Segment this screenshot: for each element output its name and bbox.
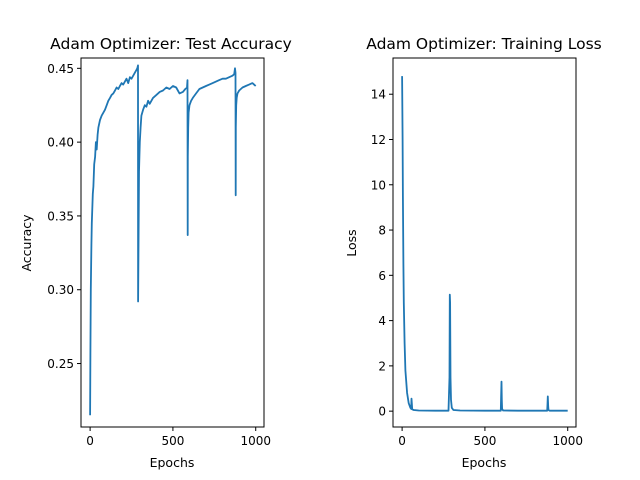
y-tick-label: 0 [378,405,386,419]
tick-group: 0 500 1000 0 2 4 6 8 10 12 14 [371,88,583,448]
x-axis-label: Epochs [462,455,507,470]
y-tick-label: 0.25 [47,357,74,371]
accuracy-panel: Adam Optimizer: Test Accuracy 0 500 1000 0.… [19,35,292,470]
loss-panel: Adam Optimizer: Training Loss 0 500 1000 0 2… [344,35,602,470]
y-axis-label: Loss [344,229,359,256]
x-tick-label: 500 [473,434,496,448]
chart-title: Adam Optimizer: Training Loss [366,35,602,53]
y-axis-label: Accuracy [19,214,34,272]
x-tick-label: 500 [161,434,184,448]
y-tick-label: 14 [371,88,386,102]
x-tick-label: 0 [398,434,406,448]
y-tick-label: 12 [371,133,386,147]
plot-frame [392,57,577,428]
y-tick-label: 0.45 [47,62,74,76]
x-tick-label: 1000 [552,434,583,448]
y-tick-label: 0.35 [47,209,74,223]
x-tick-label: 1000 [240,434,271,448]
y-tick-label: 8 [378,224,386,238]
y-tick-label: 2 [378,359,386,373]
y-tick-label: 0.30 [47,283,74,297]
chart-title: Adam Optimizer: Test Accuracy [50,35,292,53]
accuracy-series-line [89,64,257,416]
y-tick-label: 10 [371,178,386,192]
x-tick-label: 0 [86,434,94,448]
y-tick-label: 6 [378,269,386,283]
loss-series-line [401,76,568,412]
tick-group: 0 500 1000 0.25 0.30 0.35 0.40 0.45 [47,62,271,448]
y-tick-label: 4 [378,314,386,328]
x-axis-label: Epochs [150,455,195,470]
y-tick-label: 0.40 [47,136,74,150]
